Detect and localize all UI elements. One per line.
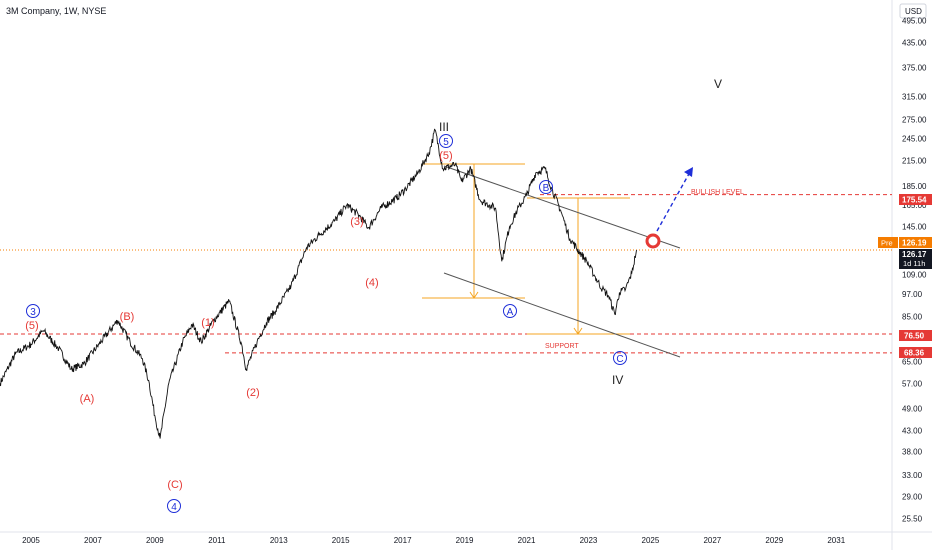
svg-text:A: A: [507, 307, 514, 318]
svg-text:126.19: 126.19: [902, 239, 927, 248]
y-tick-label: 49.00: [902, 405, 923, 414]
x-tick-label: 2025: [642, 536, 660, 545]
svg-text:Pre: Pre: [881, 239, 893, 248]
x-tick-label: 2019: [456, 536, 474, 545]
y-tick-label: 57.00: [902, 379, 923, 388]
chart-title: 3M Company, 1W, NYSE: [6, 6, 106, 16]
currency-label: USD: [905, 7, 922, 16]
level-a-badge: 76.50: [899, 330, 932, 341]
svg-text:126.17: 126.17: [902, 250, 927, 259]
svg-text:1d 11h: 1d 11h: [903, 259, 925, 268]
wave-V: V: [714, 77, 722, 91]
svg-text:76.50: 76.50: [904, 332, 925, 341]
x-tick-label: 2013: [270, 536, 288, 545]
y-tick-label: 185.00: [902, 182, 927, 191]
wave-circle-5-top: 5: [439, 134, 453, 148]
y-axis: 495.00 435.00 375.00 315.00 275.00 245.00 215.…: [902, 17, 927, 524]
x-axis: 2005 2007 2009 2011 2013 2015 2017 2019 2021 2023…: [22, 536, 846, 545]
wave-paren-5-top: (5): [439, 150, 452, 162]
x-tick-label: 2029: [765, 536, 783, 545]
svg-text:4: 4: [171, 502, 177, 513]
x-tick-label: 2009: [146, 536, 164, 545]
x-tick-label: 2021: [518, 536, 536, 545]
wave-paren-1: (1): [201, 317, 214, 329]
x-tick-label: 2031: [827, 536, 845, 545]
last-price-badge: 126.17 1d 11h: [899, 249, 932, 269]
y-tick-label: 85.00: [902, 312, 923, 321]
x-tick-label: 2015: [332, 536, 350, 545]
wave-circle-A: A: [503, 304, 517, 318]
y-tick-label: 435.00: [902, 38, 927, 47]
x-tick-label: 2011: [208, 536, 226, 545]
level-b-badge: 68.36: [899, 347, 932, 358]
wave-paren-4: (4): [365, 277, 378, 289]
channel-upper: [443, 165, 681, 249]
wave-circle-B: B: [539, 180, 553, 194]
wave-III: III: [439, 120, 449, 134]
wave-paren-3: (3): [350, 216, 363, 228]
wave-paren-5-left: (5): [25, 320, 38, 332]
y-tick-label: 38.00: [902, 447, 923, 456]
x-tick-label: 2023: [580, 536, 598, 545]
y-tick-label: 29.00: [902, 493, 923, 502]
y-tick-label: 25.50: [902, 514, 923, 523]
wave-paren-A: (A): [80, 393, 95, 405]
svg-text:5: 5: [443, 137, 449, 148]
y-tick-label: 495.00: [902, 17, 927, 26]
wave-IV: IV: [612, 373, 623, 387]
wave-paren-2: (2): [246, 387, 259, 399]
bullish-level-badge: 175.54: [899, 194, 932, 205]
x-tick-label: 2017: [394, 536, 412, 545]
y-tick-label: 245.00: [902, 135, 927, 144]
y-tick-label: 275.00: [902, 115, 927, 124]
y-tick-label: 215.00: [902, 157, 927, 166]
pre-market-badge: Pre 126.19: [878, 237, 932, 248]
x-tick-label: 2027: [703, 536, 721, 545]
svg-text:3: 3: [30, 307, 36, 318]
price-series: [0, 128, 637, 439]
target-arrow: [656, 171, 691, 232]
wave-circle-4: 4: [167, 499, 181, 513]
target-arrow-head: [684, 167, 693, 177]
y-tick-label: 97.00: [902, 290, 923, 299]
y-tick-label: 65.00: [902, 357, 923, 366]
y-tick-label: 165.00: [902, 201, 927, 210]
svg-text:B: B: [543, 183, 550, 194]
y-tick-label: 109.00: [902, 271, 927, 280]
channel-lower: [443, 272, 681, 358]
wave-circle-3: 3: [26, 304, 40, 318]
svg-text:175.54: 175.54: [902, 196, 927, 205]
y-tick-label: 145.00: [902, 223, 927, 232]
y-tick-label: 375.00: [902, 63, 927, 72]
wave-paren-B: (B): [120, 311, 135, 323]
y-tick-label: 315.00: [902, 93, 927, 102]
fib-projection-2: [527, 197, 630, 335]
breakout-marker: [645, 233, 661, 249]
x-tick-label: 2005: [22, 536, 40, 545]
wave-circle-C: C: [613, 351, 627, 365]
support-text: SUPPORT: [545, 343, 579, 350]
fib-projection-1: [422, 163, 525, 299]
svg-text:C: C: [616, 354, 623, 365]
x-tick-label: 2007: [84, 536, 102, 545]
currency-box[interactable]: [899, 3, 927, 19]
bullish-level-text: BULLISH LEVEL: [691, 189, 744, 196]
wave-paren-C: (C): [167, 479, 182, 491]
y-tick-label: 43.00: [902, 427, 923, 436]
svg-text:68.36: 68.36: [904, 349, 925, 358]
y-tick-label: 33.00: [902, 471, 923, 480]
